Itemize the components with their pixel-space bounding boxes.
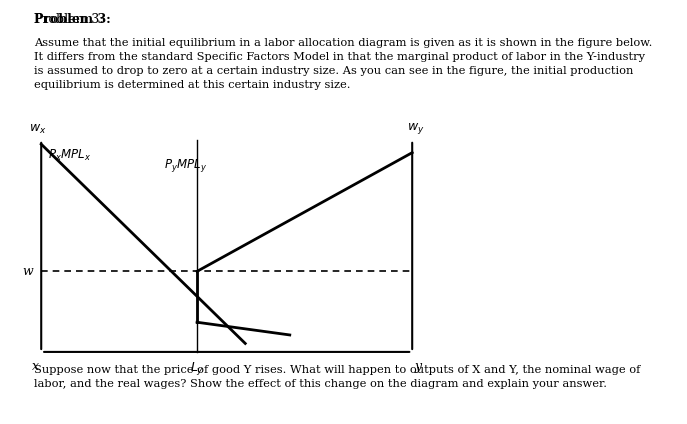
Text: x: x bbox=[32, 360, 39, 374]
Text: $L_y$: $L_y$ bbox=[190, 360, 204, 377]
Text: Suppose now that the price of good Y rises. What will happen to outputs of X and: Suppose now that the price of good Y ris… bbox=[34, 365, 641, 389]
Text: Problem 3:: Problem 3: bbox=[34, 13, 111, 26]
Text: Assume that the initial equilibrium in a labor allocation diagram is given as it: Assume that the initial equilibrium in a… bbox=[34, 38, 653, 90]
Text: y: y bbox=[414, 360, 421, 374]
Text: Problem 3:: Problem 3: bbox=[34, 13, 104, 26]
Text: $P_y MPL_y$: $P_y MPL_y$ bbox=[164, 157, 207, 174]
Text: $w_y$: $w_y$ bbox=[407, 121, 425, 136]
Text: $w_x$: $w_x$ bbox=[29, 123, 47, 136]
Text: w: w bbox=[22, 265, 33, 278]
Text: $P_x MPL_x$: $P_x MPL_x$ bbox=[48, 148, 91, 164]
